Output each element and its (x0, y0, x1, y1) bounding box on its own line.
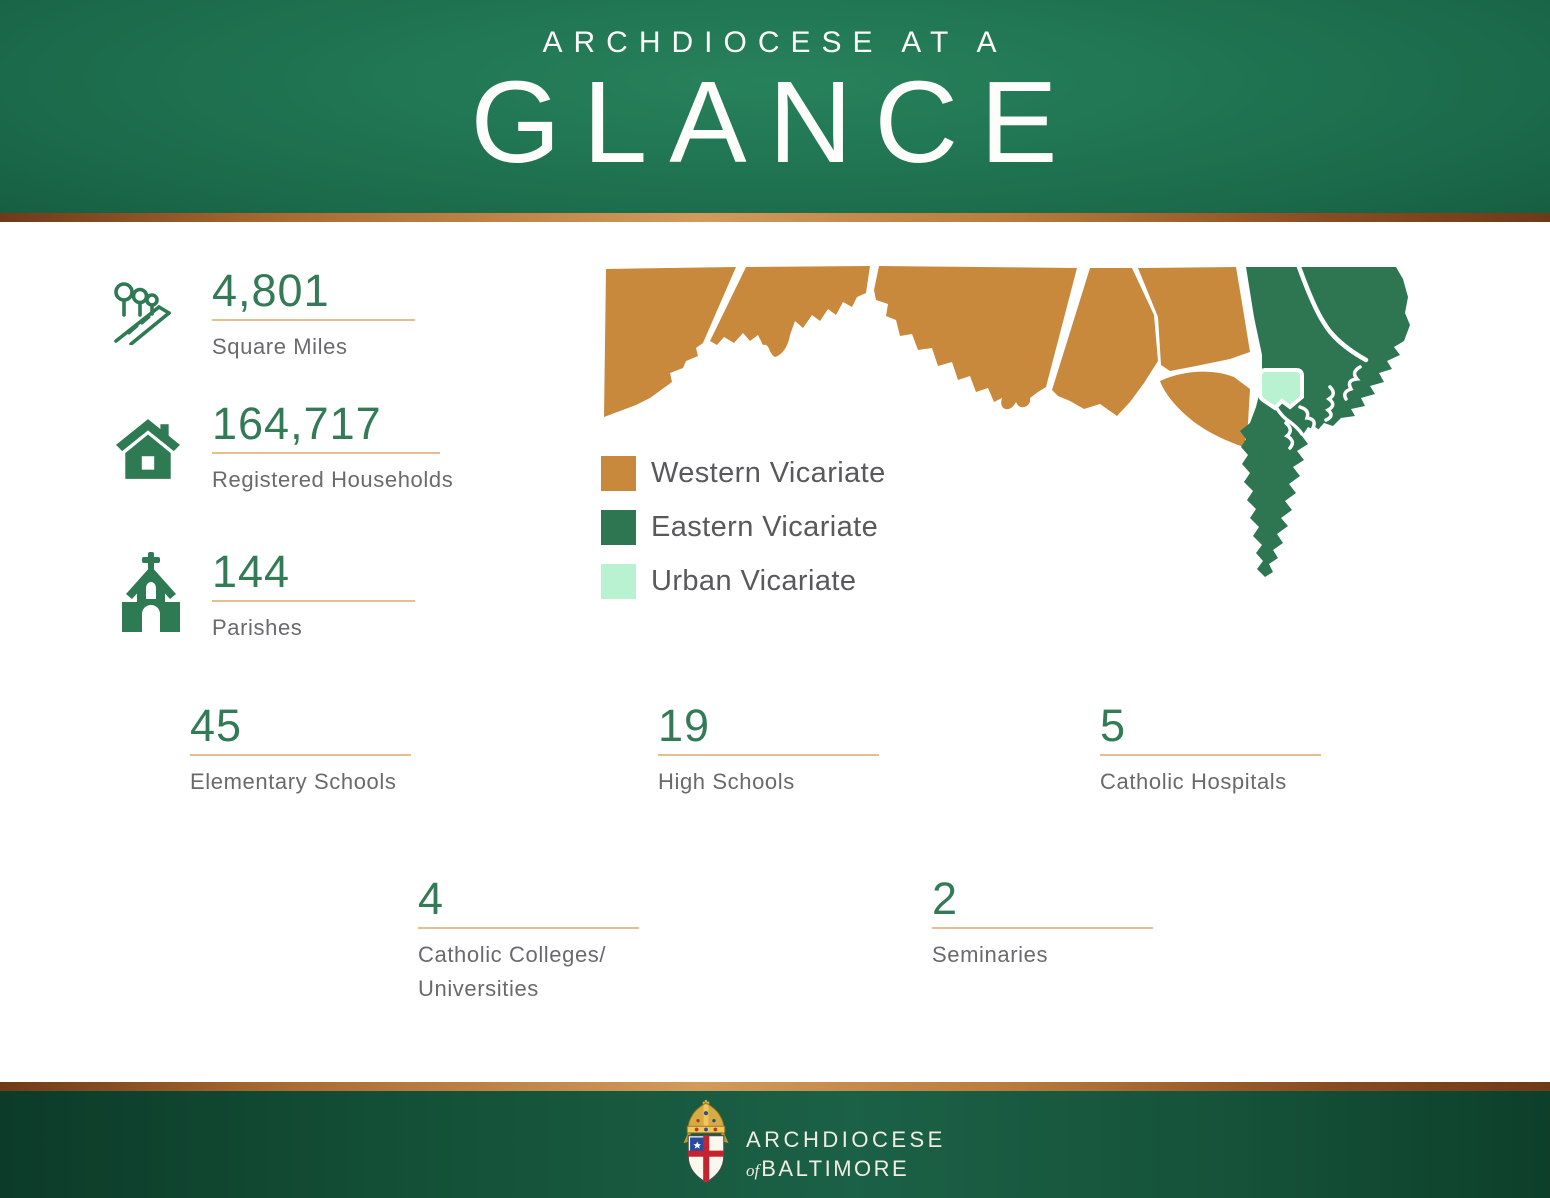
stat-underline (212, 600, 415, 602)
footer-wordmark: ARCHDIOCESE ofBALTIMORE (746, 1127, 946, 1182)
stat-value: 2 (932, 873, 959, 924)
stat-underline (932, 927, 1153, 929)
road-trees-icon (114, 282, 171, 345)
stat-underline (212, 452, 440, 454)
eastern-vicariate-region (1240, 267, 1410, 577)
vicariate-map (604, 264, 1410, 577)
stat-label: Seminaries (932, 942, 1049, 967)
stat-value: 5 (1100, 700, 1127, 751)
stat-value: 164,717 (212, 398, 382, 449)
county-region (604, 267, 736, 417)
stat-label: Elementary Schools (190, 769, 397, 794)
stat-registered-households: 164,717 Registered Households (212, 401, 453, 497)
stat-label: Parishes (212, 615, 303, 640)
stat-square-miles: 4,801 Square Miles (212, 268, 415, 364)
stat-parishes: 144 Parishes (212, 549, 415, 645)
legend-label: Eastern Vicariate (651, 510, 879, 543)
stat-underline (190, 754, 411, 756)
stat-label: Registered Households (212, 467, 454, 492)
footer-org-top: ARCHDIOCESE (746, 1127, 946, 1152)
archdiocese-crest-icon (683, 1100, 729, 1184)
legend-item-eastern: Eastern Vicariate (601, 509, 886, 545)
legend-item-western: Western Vicariate (601, 455, 886, 491)
urban-vicariate-region (1258, 368, 1304, 411)
stat-underline (212, 319, 415, 321)
map-legend: Western Vicariate Eastern Vicariate Urba… (601, 455, 886, 617)
stat-label: Square Miles (212, 334, 348, 359)
page-title: GLANCE (470, 57, 1080, 187)
stat-label: High Schools (658, 769, 795, 794)
county-region (710, 266, 870, 357)
footer-org-name: BALTIMORE (761, 1156, 910, 1181)
church-icon (122, 552, 180, 632)
stat-value: 4,801 (212, 265, 330, 316)
stat-high-schools: 19 High Schools (658, 703, 879, 799)
stat-label: Catholic Hospitals (1100, 769, 1287, 794)
stat-value: 19 (658, 700, 711, 751)
stat-underline (1100, 754, 1321, 756)
stat-underline (658, 754, 879, 756)
footer-org-bottom: ofBALTIMORE (746, 1156, 946, 1182)
stat-catholic-hospitals: 5 Catholic Hospitals (1100, 703, 1321, 799)
urban-vicariate-swatch (601, 563, 636, 599)
legend-label: Urban Vicariate (651, 564, 857, 597)
county-region (1052, 268, 1158, 416)
county-region (1138, 267, 1250, 371)
western-vicariate-swatch (601, 455, 636, 491)
stat-value: 144 (212, 546, 291, 597)
western-vicariate-region (604, 266, 1250, 447)
stat-label-line2: Universities (418, 976, 539, 1002)
footer-banner (0, 1091, 1550, 1198)
copper-divider-top (0, 213, 1550, 222)
legend-item-urban: Urban Vicariate (601, 563, 886, 599)
copper-divider-bottom (0, 1082, 1550, 1091)
county-region (874, 266, 1077, 410)
legend-label: Western Vicariate (651, 456, 886, 489)
county-boundary-lines (1274, 264, 1369, 450)
footer-org-of: of (746, 1161, 760, 1180)
header-banner: ARCHDIOCESE AT A GLANCE (0, 0, 1550, 213)
county-region (1160, 371, 1250, 447)
stat-value: 4 (418, 873, 445, 924)
stat-seminaries: 2 Seminaries (932, 876, 1153, 972)
stat-label-line1: Catholic Colleges/ (418, 942, 607, 967)
stat-catholic-colleges: 4 Catholic Colleges/ Universities (418, 876, 639, 1006)
header-kicker: ARCHDIOCESE AT A (542, 26, 1008, 59)
house-icon (116, 419, 180, 479)
stat-label: Catholic Colleges/ Universities (418, 938, 639, 1006)
stat-elementary-schools: 45 Elementary Schools (190, 703, 411, 799)
stat-underline (418, 927, 639, 929)
stat-value: 45 (190, 700, 243, 751)
eastern-vicariate-swatch (601, 509, 636, 545)
